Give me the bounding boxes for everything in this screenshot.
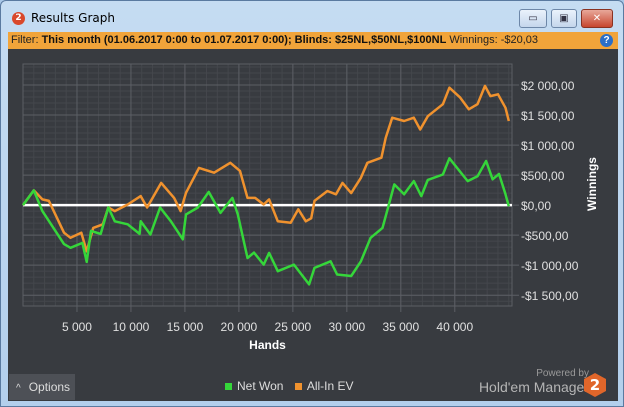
winnings-value: -$20,03 [500, 34, 539, 46]
winnings-label: Winnings: [449, 34, 498, 46]
chart-area: 5 000 10 000 15 000 20 000 25 000 30 000 35 00… [8, 49, 618, 401]
legend-swatch-all-in-ev [294, 383, 302, 390]
y-tick-label: -$1 000,00 [521, 259, 579, 273]
x-tick-label: 35 000 [382, 320, 419, 334]
help-icon[interactable]: ? [600, 34, 613, 47]
minimize-button[interactable]: ▭ [519, 9, 547, 28]
close-button[interactable]: ✕ [581, 9, 613, 28]
filter-label: Filter: [11, 34, 39, 46]
chevron-up-icon: ^ [16, 383, 21, 394]
window-title: Results Graph [31, 11, 115, 25]
x-tick-label: 30 000 [328, 320, 365, 334]
plot-border [22, 63, 513, 307]
y-tick-label: -$500,00 [521, 229, 569, 243]
y-axis-label: Winnings [585, 157, 599, 211]
hm2-logo-icon: 2 [584, 373, 606, 397]
y-tick-label: $1 000,00 [521, 139, 575, 153]
legend-label-net-won: Net Won [237, 379, 284, 393]
branding: Powered by Hold'em Manager [479, 368, 589, 395]
filter-value: This month (01.06.2017 0:00 to 01.07.201… [41, 34, 447, 46]
options-button[interactable]: ^ Options [9, 374, 75, 400]
x-tick-label: 10 000 [113, 320, 150, 334]
legend: Net Won All-In EV [225, 379, 354, 393]
powered-by-text: Powered by [536, 368, 589, 379]
results-chart: 5 000 10 000 15 000 20 000 25 000 30 000 35 00… [21, 63, 599, 352]
title-bar[interactable]: 2 Results Graph ▭ ▣ ✕ [1, 1, 623, 31]
y-tick-label: $2 000,00 [521, 79, 575, 93]
y-tick-label: $1 500,00 [521, 109, 575, 123]
x-tick-label: 25 000 [275, 320, 312, 334]
legend-label-all-in-ev: All-In EV [306, 379, 354, 393]
app-logo-icon: 2 [12, 12, 25, 25]
x-tick-label: 15 000 [167, 320, 204, 334]
y-tick-label: -$1 500,00 [521, 289, 579, 303]
y-tick-label: $0,00 [521, 199, 551, 213]
filter-bar: Filter: This month (01.06.2017 0:00 to 0… [8, 32, 618, 49]
x-axis-label: Hands [249, 338, 286, 352]
x-tick-label: 20 000 [221, 320, 258, 334]
y-tick-label: $500,00 [521, 169, 565, 183]
maximize-button[interactable]: ▣ [551, 9, 577, 28]
series-line-net-won [21, 157, 511, 286]
x-tick-label: 40 000 [436, 320, 473, 334]
product-name: Hold'em Manager [478, 379, 589, 395]
legend-swatch-net-won [225, 383, 232, 390]
options-label: Options [28, 380, 71, 394]
x-tick-label: 5 000 [62, 320, 92, 334]
